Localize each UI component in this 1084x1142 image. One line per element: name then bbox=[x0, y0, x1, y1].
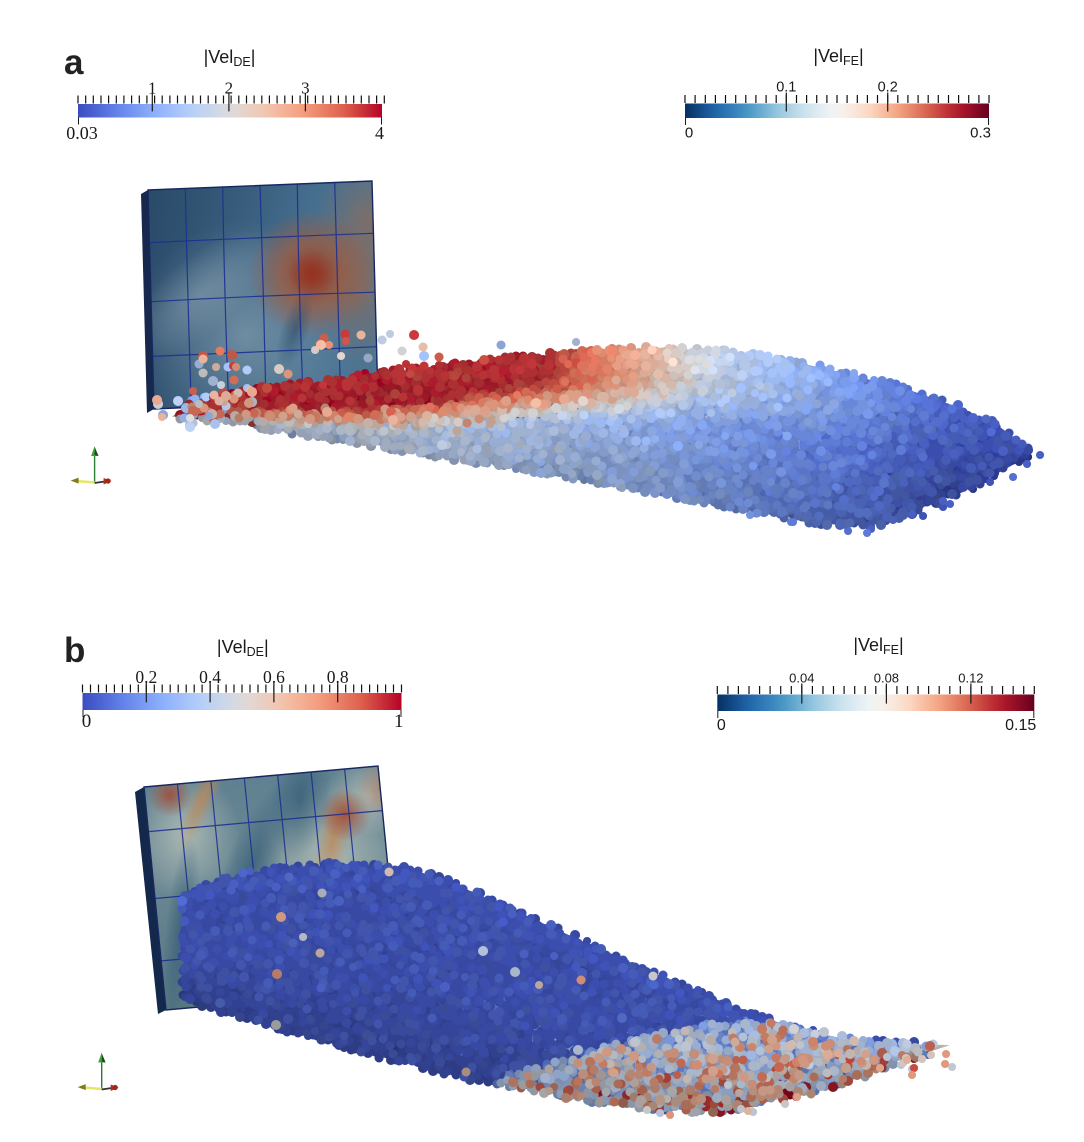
svg-text:0.2: 0.2 bbox=[878, 80, 898, 96]
svg-text:b: b bbox=[64, 631, 85, 670]
svg-text:0: 0 bbox=[82, 711, 92, 732]
svg-text:0.6: 0.6 bbox=[263, 667, 285, 687]
svg-text:|VelFE|: |VelFE| bbox=[813, 46, 863, 68]
svg-text:|VelFE|: |VelFE| bbox=[853, 635, 903, 657]
svg-text:0.1: 0.1 bbox=[776, 80, 796, 96]
svg-text:|VelDE|: |VelDE| bbox=[204, 47, 256, 69]
svg-text:0.8: 0.8 bbox=[327, 667, 349, 687]
svg-text:|VelDE|: |VelDE| bbox=[217, 637, 269, 659]
svg-text:0.15: 0.15 bbox=[1005, 717, 1036, 734]
svg-text:0.4: 0.4 bbox=[199, 667, 221, 687]
svg-text:1: 1 bbox=[148, 79, 157, 98]
svg-text:0: 0 bbox=[717, 717, 726, 734]
svg-text:0.2: 0.2 bbox=[135, 667, 157, 687]
svg-text:a: a bbox=[64, 43, 84, 82]
svg-text:0.3: 0.3 bbox=[970, 125, 991, 142]
svg-text:2: 2 bbox=[225, 79, 234, 98]
svg-text:1: 1 bbox=[394, 711, 404, 732]
svg-text:0.08: 0.08 bbox=[874, 671, 899, 686]
svg-text:0.12: 0.12 bbox=[958, 671, 983, 686]
svg-text:4: 4 bbox=[375, 123, 384, 143]
svg-text:0: 0 bbox=[685, 125, 693, 142]
svg-text:0.03: 0.03 bbox=[66, 123, 98, 143]
svg-text:3: 3 bbox=[301, 79, 310, 98]
svg-text:0.04: 0.04 bbox=[789, 671, 814, 686]
